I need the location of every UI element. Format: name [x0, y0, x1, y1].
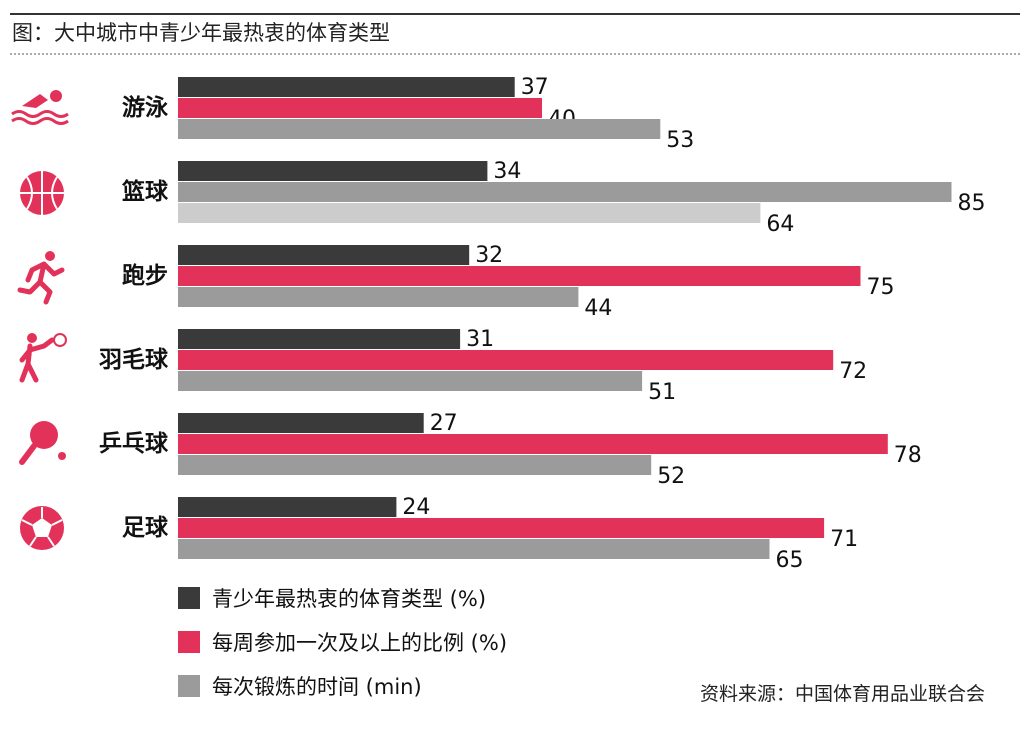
legend-swatch [178, 587, 200, 609]
category-label: 羽毛球 [99, 347, 169, 373]
bar [178, 329, 461, 349]
data-label: 51 [648, 380, 676, 405]
category-label: 篮球 [121, 178, 169, 205]
bar [178, 371, 643, 391]
data-label: 78 [894, 443, 922, 468]
basketball-icon [20, 171, 64, 215]
data-label: 52 [657, 464, 685, 489]
category-label: 跑步 [122, 263, 168, 289]
bar [178, 350, 834, 370]
category-label: 乒乓球 [99, 431, 169, 457]
category-label: 游泳 [122, 94, 168, 121]
football-icon [20, 506, 64, 550]
legend: 青少年最热衷的体育类型 (%) 每周参加一次及以上的比例 (%) 每次锻炼的时间 (… [178, 587, 507, 699]
legend-swatch [178, 631, 200, 653]
swimming-icon [11, 90, 69, 125]
legend-label: 每周参加一次及以上的比例 (%) [212, 631, 507, 655]
bar [178, 287, 579, 307]
table-tennis-icon [19, 421, 66, 465]
data-label: 37 [521, 75, 549, 100]
bar [178, 161, 488, 181]
bar [178, 413, 424, 433]
data-label: 71 [830, 527, 858, 552]
bar [178, 98, 542, 118]
legend-label: 每次锻炼的时间 (min) [212, 675, 422, 699]
badminton-icon [19, 333, 67, 383]
category-label: 足球 [122, 515, 169, 541]
bar [178, 77, 515, 97]
data-label: 24 [402, 495, 430, 520]
bar [178, 497, 397, 517]
source-note: 资料来源：中国体育用品业联合会 [700, 683, 985, 705]
data-label: 85 [958, 191, 986, 216]
data-label: 31 [466, 327, 494, 352]
bars-layer: 游泳374053篮球348564跑步327544羽毛球317251乒乓球2778… [99, 75, 986, 573]
data-label: 53 [666, 128, 694, 153]
legend-swatch [178, 675, 200, 697]
legend-label: 青少年最热衷的体育类型 (%) [212, 587, 486, 611]
bar [178, 182, 952, 202]
data-label: 44 [584, 296, 612, 321]
data-label: 32 [475, 243, 503, 268]
running-icon [17, 251, 65, 305]
data-label: 64 [766, 212, 794, 237]
bar [178, 518, 825, 538]
bar [178, 539, 770, 559]
data-label: 27 [430, 411, 458, 436]
data-label: 72 [839, 359, 867, 384]
bar [178, 203, 761, 223]
bar [178, 245, 470, 265]
bar [178, 266, 861, 286]
icons-layer [11, 90, 69, 550]
bar [178, 455, 652, 475]
data-label: 65 [776, 548, 804, 573]
bar [178, 119, 661, 139]
bar [178, 434, 888, 454]
data-label: 34 [493, 159, 521, 184]
data-label: 75 [867, 275, 895, 300]
chart-title: 图：大中城市中青少年最热衷的体育类型 [12, 21, 390, 45]
